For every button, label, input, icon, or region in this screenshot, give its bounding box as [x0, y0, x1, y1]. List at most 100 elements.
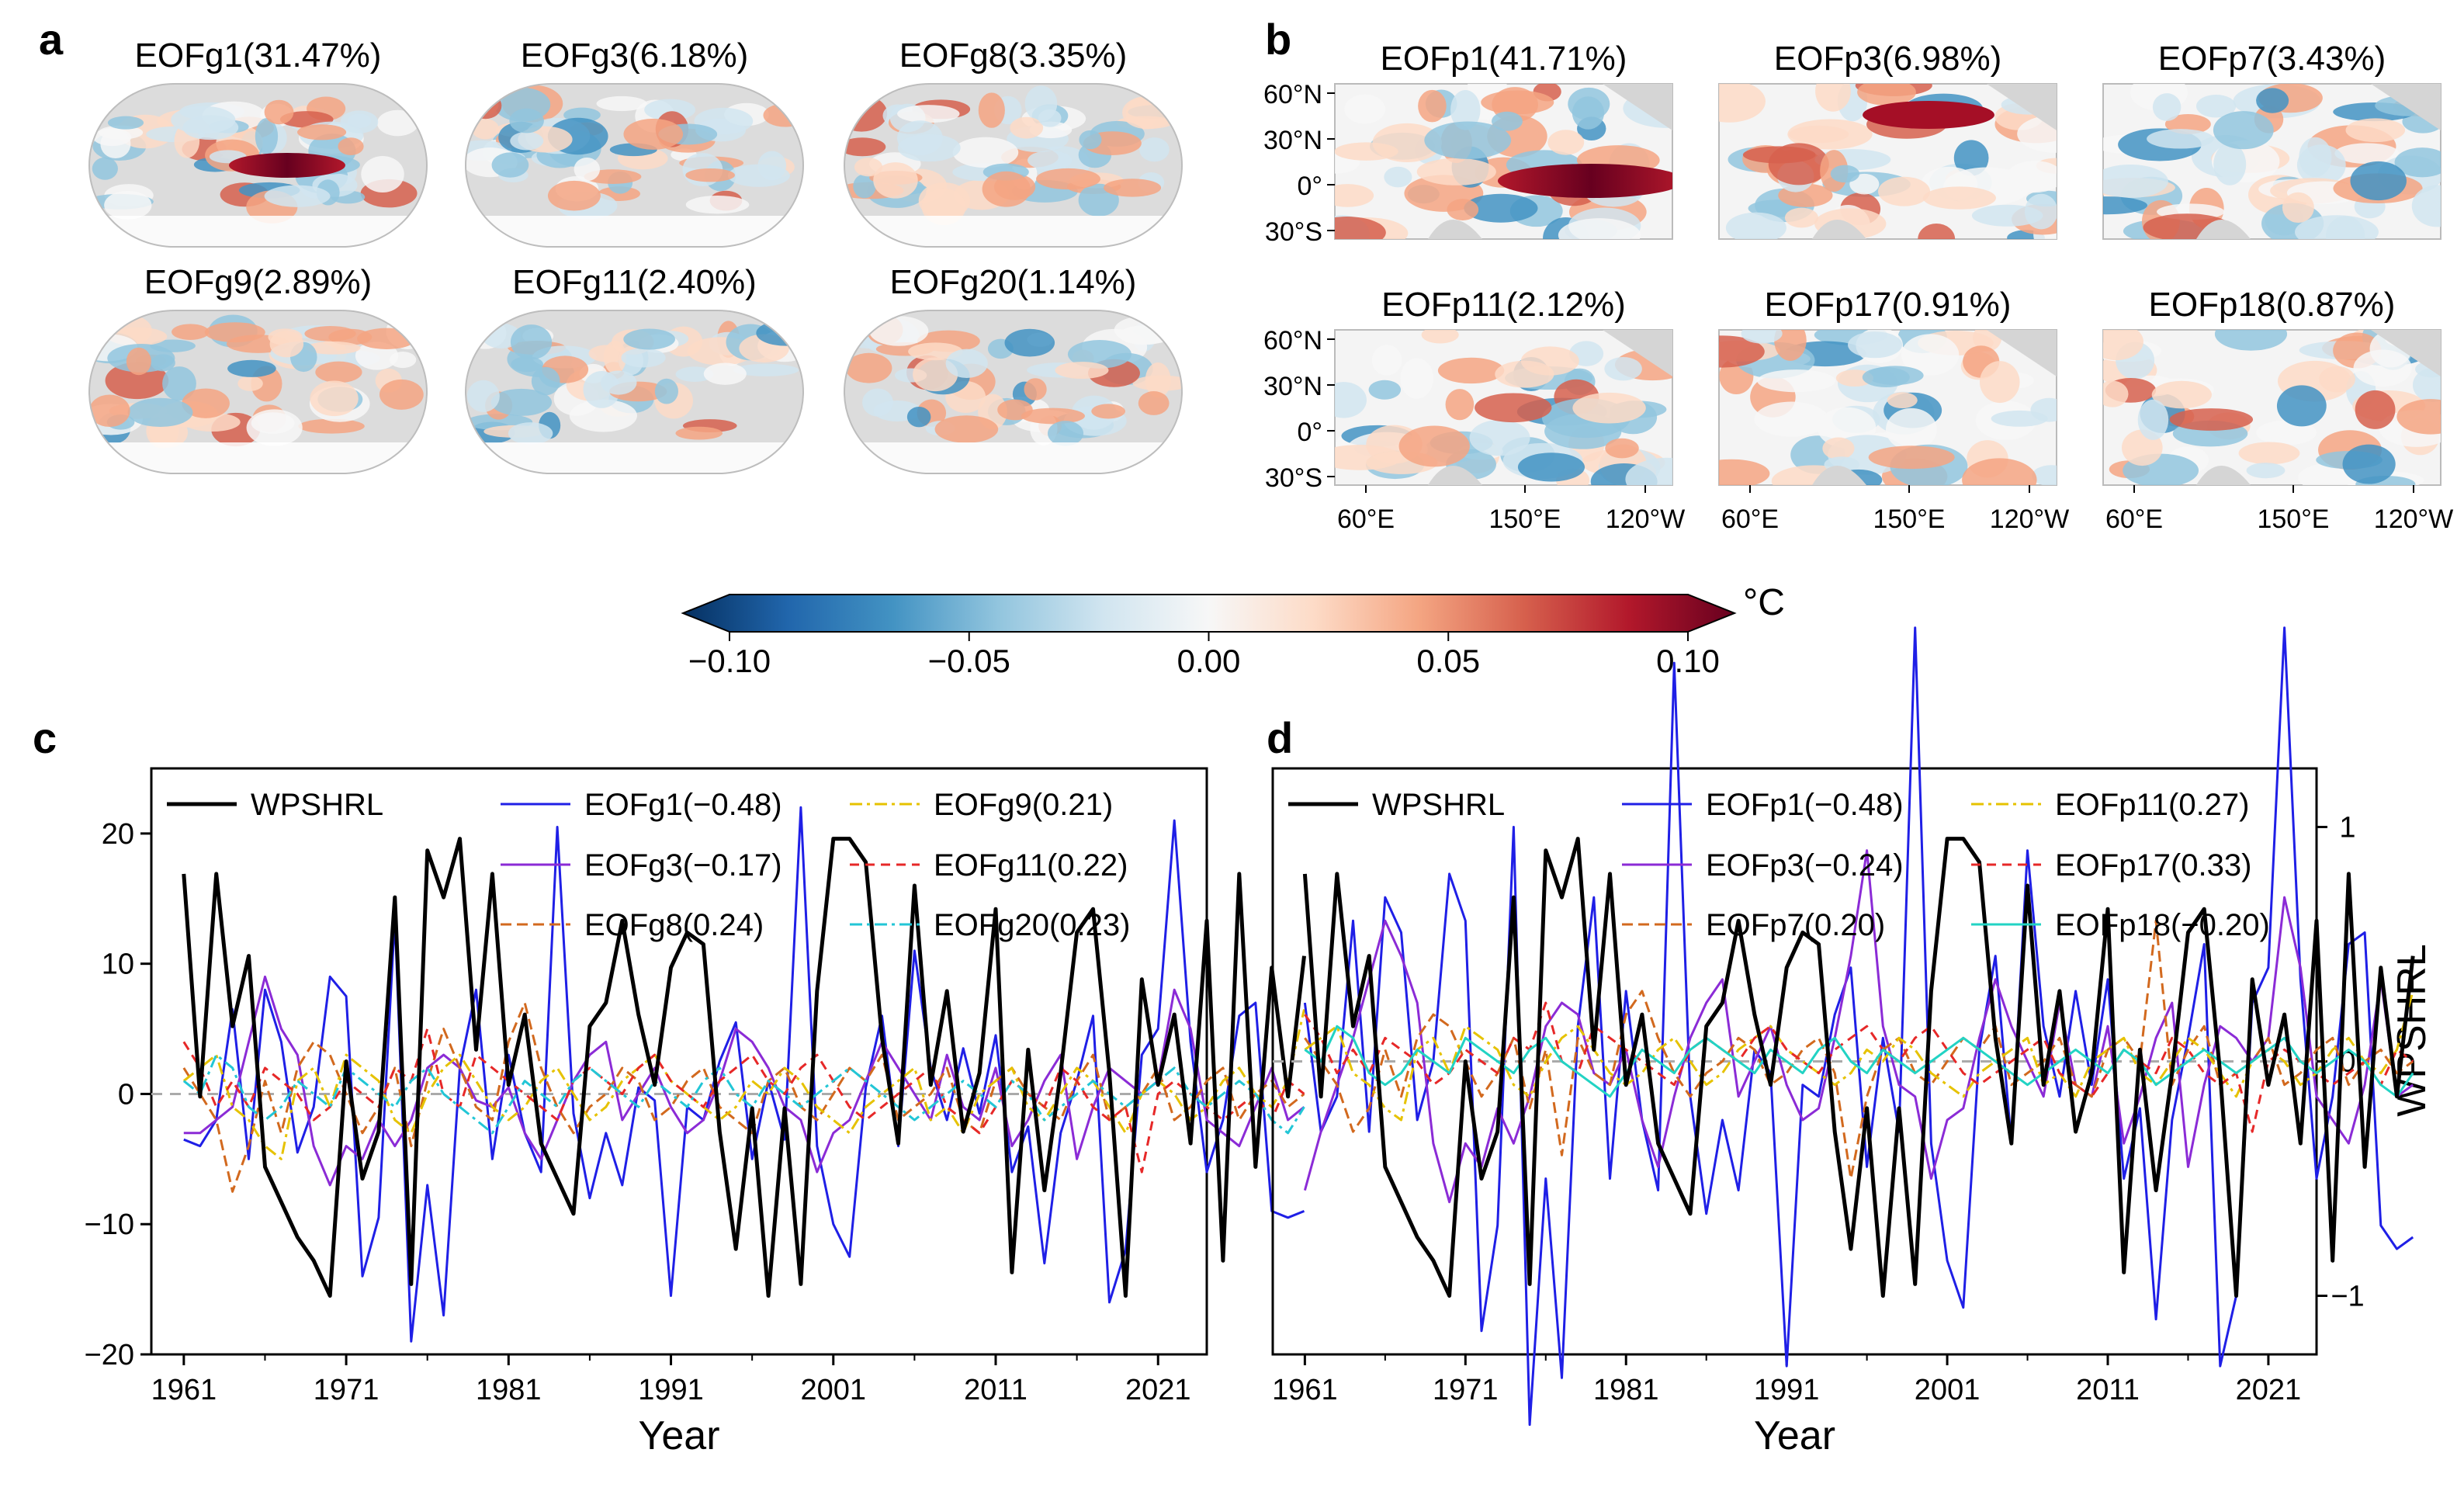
sst-anomaly-blob	[1719, 84, 1766, 123]
sst-anomaly-blob	[1492, 111, 1523, 131]
sst-anomaly-blob	[2282, 192, 2314, 224]
sst-anomaly-blob	[92, 157, 118, 180]
sst-anomaly-blob	[1118, 325, 1170, 345]
sst-anomaly-blob	[531, 366, 560, 396]
sst-anomaly-blob	[1475, 393, 1552, 423]
sst-anomaly-blob	[978, 92, 1005, 128]
sst-anomaly-blob	[1868, 446, 1955, 470]
lat-tick-label: 60°N	[1263, 80, 1322, 109]
global-map-title: EOFg9(2.89%)	[144, 263, 372, 301]
sst-anomaly-blob	[255, 118, 279, 154]
sst-anomaly-blob	[508, 422, 553, 445]
sst-anomaly-blob	[2103, 330, 2143, 361]
sst-anomaly-blob	[623, 118, 684, 150]
map-land	[2196, 466, 2251, 485]
sst-anomaly-blob	[845, 352, 892, 383]
sst-anomaly-blob	[182, 388, 230, 418]
lat-tick-label: 30°N	[1263, 372, 1322, 401]
sst-anomaly-blob	[2103, 164, 2168, 199]
x-tick-label: 1991	[1754, 1374, 1820, 1406]
global-map-title: EOFg1(31.47%)	[135, 36, 382, 75]
x-tick-label: 1971	[1433, 1374, 1499, 1406]
sst-anomaly-blob	[2295, 215, 2379, 239]
sst-anomaly-blob	[2137, 399, 2169, 440]
sst-anomaly-blob	[126, 347, 151, 376]
sst-anomaly-blob	[1605, 438, 1639, 459]
sst-anomaly-blob	[873, 162, 918, 199]
sst-anomaly-blob	[471, 118, 499, 140]
lat-tick-label: 0°	[1297, 172, 1322, 201]
x-tick-label: 1961	[1272, 1374, 1338, 1406]
sst-anomaly-blob	[906, 406, 931, 428]
series-line	[182, 1028, 1305, 1174]
sst-anomaly-blob	[1416, 158, 1496, 186]
sst-anomaly-blob	[1024, 378, 1047, 400]
sst-anomaly-blob	[1901, 334, 1960, 376]
sst-anomaly-blob	[952, 137, 1019, 168]
sst-anomaly-blob	[1371, 345, 1402, 376]
sst-anomaly-blob	[2147, 129, 2214, 149]
sst-anomaly-blob	[2213, 143, 2247, 186]
sst-anomaly-blob	[869, 316, 929, 346]
sst-anomaly-blob	[2411, 185, 2441, 227]
sst-anomaly-blob	[1079, 130, 1102, 150]
sst-anomaly-blob	[1862, 367, 1910, 387]
panel-d-chart: 1961 1971 1981 1991 2001 2011 2021Year−101WPSH…	[1271, 626, 2435, 1458]
lon-tick-label: 150°E	[1488, 505, 1561, 534]
colorbar-tick-label: −0.05	[928, 643, 1010, 679]
sst-anomaly-blob	[1437, 357, 1505, 384]
sst-anomaly-blob	[1774, 330, 1807, 361]
global-map-2: EOFg3(6.18%)	[465, 36, 804, 248]
sst-anomaly-blob	[1848, 331, 1902, 359]
sst-anomaly-blob	[1138, 391, 1170, 415]
sst-anomaly-blob	[862, 388, 893, 417]
y-tick-label: 20	[102, 818, 134, 851]
north-pacific-hotspot	[1863, 101, 1994, 129]
global-map-3: EOFg8(3.35%)	[844, 36, 1183, 248]
sst-anomaly-blob	[685, 196, 750, 214]
map-outline	[844, 83, 1183, 248]
sst-anomaly-blob	[379, 379, 424, 410]
series-line	[1304, 919, 2414, 1180]
map-land	[1987, 84, 2057, 130]
map-land	[1812, 466, 1866, 485]
sst-anomaly-blob	[510, 131, 544, 151]
sst-anomaly-blob	[644, 99, 696, 121]
sst-anomaly-blob	[934, 415, 999, 443]
sst-anomaly-blob	[297, 124, 347, 140]
sst-anomaly-blob	[1384, 166, 1412, 188]
lat-tick-label: 60°N	[1263, 326, 1322, 355]
pacific-eof-maps: EOFp1(41.71%) 60°N 30°N 0° 30°S EOFp3(6.98%) E…	[1263, 40, 2453, 534]
series-line	[183, 806, 1305, 1343]
sst-anomaly-blob	[204, 322, 265, 343]
x-tick-label: 2011	[2076, 1374, 2140, 1406]
sst-anomaly-blob	[2246, 463, 2286, 479]
sst-anomaly-blob	[104, 190, 152, 220]
y-tick-label: 0	[118, 1078, 134, 1111]
sst-anomaly-blob	[1962, 458, 2037, 485]
legend-label: EOFg20(0.23)	[934, 908, 1130, 942]
sst-anomaly-blob	[340, 110, 379, 133]
sst-anomaly-blob	[2334, 143, 2400, 165]
sst-anomaly-blob	[511, 356, 544, 373]
sst-anomaly-blob	[1067, 340, 1131, 369]
legend-label: WPSHRL	[251, 788, 383, 822]
lon-tick-label: 60°E	[1721, 505, 1779, 534]
x-tick-label: 1971	[314, 1374, 379, 1406]
sst-anomaly-blob	[703, 362, 747, 385]
sst-anomaly-blob	[621, 348, 666, 368]
sst-anomaly-blob	[2214, 330, 2288, 351]
sst-anomaly-blob	[1857, 84, 1916, 106]
sst-anomaly-blob	[2350, 161, 2407, 201]
colorbar-tick-label: −0.10	[688, 643, 771, 679]
sst-anomaly-blob	[1469, 419, 1530, 456]
x-axis-title: Year	[638, 1413, 719, 1458]
sst-anomaly-blob	[2319, 366, 2355, 393]
legend-label: EOFp7(0.20)	[1706, 908, 1885, 942]
sst-anomaly-blob	[596, 95, 647, 112]
sst-anomaly-blob	[897, 105, 960, 123]
y-tick-label: −20	[85, 1339, 134, 1371]
sst-anomaly-blob	[310, 380, 359, 417]
sst-anomaly-blob	[675, 366, 714, 382]
sst-anomaly-blob	[623, 328, 675, 350]
